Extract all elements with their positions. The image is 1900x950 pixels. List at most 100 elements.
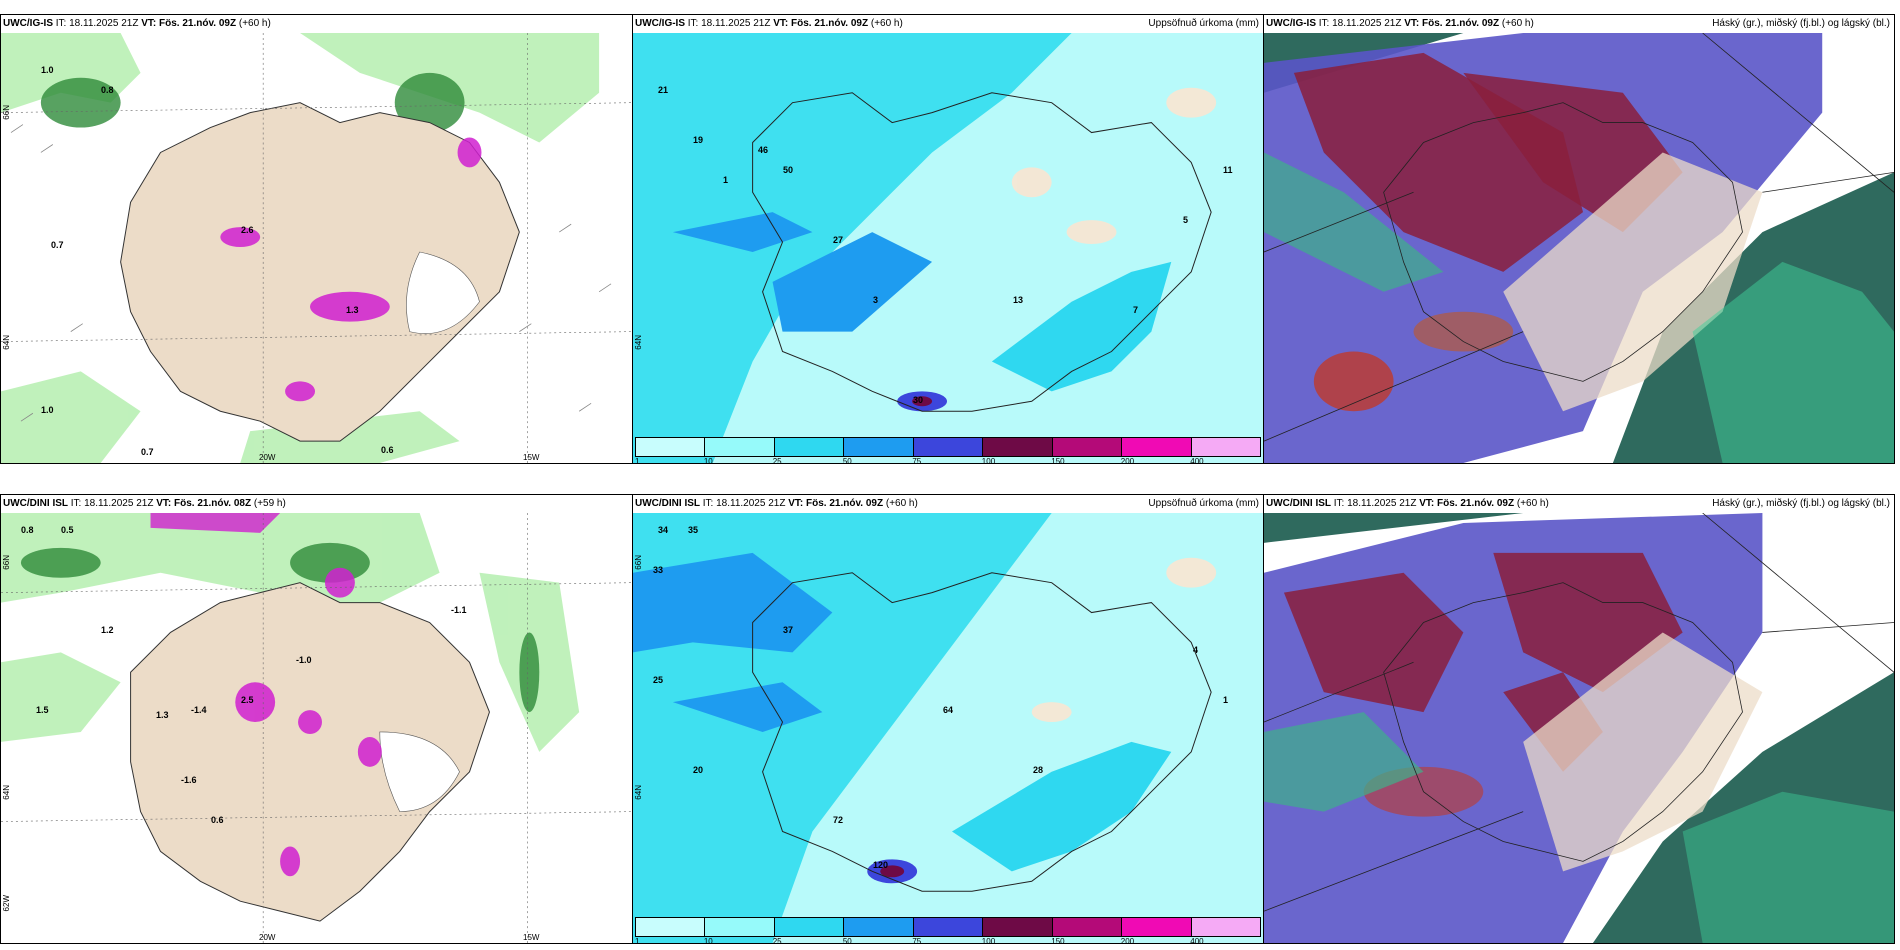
precip-colorbar: 1 10 25 50 75 100 150 200 400 — [635, 917, 1261, 944]
panel-header: UWC/IG-IS IT: 18.11.2025 21Z VT: Fös. 21… — [633, 15, 1263, 33]
colorbar-tick: 10 — [703, 457, 713, 464]
colorbar-swatch — [636, 438, 706, 456]
value-label: 0.8 — [21, 525, 34, 535]
precip-map — [633, 513, 1263, 943]
panel-header: UWC/IG-IS IT: 18.11.2025 21Z VT: Fös. 21… — [1, 15, 632, 33]
colorbar-tick: 25 — [772, 457, 782, 464]
wind-map — [1, 513, 632, 943]
value-label: 3 — [873, 295, 879, 305]
colorbar-tick: 400 — [1190, 457, 1204, 464]
colorbar-tick: 400 — [1190, 937, 1204, 944]
precip-colorbar: 1 10 25 50 75 100 150 200 400 — [635, 437, 1261, 464]
colorbar-tick: 200 — [1120, 937, 1135, 944]
value-label: 64 — [943, 705, 954, 715]
colorbar-swatch — [983, 438, 1053, 456]
colorbar-swatch — [1191, 918, 1260, 936]
colorbar-swatches — [635, 437, 1261, 457]
value-label: 1 — [723, 175, 729, 185]
colorbar-swatch — [913, 918, 984, 936]
value-label: 0.5 — [61, 525, 74, 535]
value-label: -1.0 — [296, 655, 312, 665]
value-label: 5 — [1183, 215, 1189, 225]
lat-label: 64N — [634, 785, 643, 800]
colorbar-tick: 150 — [1051, 457, 1065, 464]
panel-clouds-r2: UWC/DINI ISL IT: 18.11.2025 21Z VT: Fös.… — [1263, 494, 1895, 944]
value-label: 2.6 — [241, 225, 254, 235]
panel-precip-r1: UWC/IG-IS IT: 18.11.2025 21Z VT: Fös. 21… — [632, 14, 1264, 464]
colorbar-swatch — [1122, 438, 1192, 456]
value-label: 19 — [693, 135, 704, 145]
cloud-map — [1264, 513, 1894, 943]
lon-label: 20W — [259, 453, 276, 462]
value-label: 0.8 — [101, 85, 114, 95]
colorbar-swatch — [705, 918, 775, 936]
value-label: 20 — [693, 765, 704, 775]
colorbar-tick: 25 — [772, 937, 782, 944]
value-label: 11 — [1223, 165, 1233, 175]
value-label: 1.3 — [346, 305, 359, 315]
colorbar-swatch — [844, 438, 914, 456]
colorbar-swatch — [636, 918, 706, 936]
colorbar-tick: 50 — [842, 457, 852, 464]
value-label: 1.2 — [101, 625, 114, 635]
colorbar-swatch — [774, 918, 845, 936]
value-label: 28 — [1033, 765, 1044, 775]
lat-label: 66N — [2, 105, 11, 120]
panel-precip-r2: UWC/DINI ISL IT: 18.11.2025 21Z VT: Fös.… — [632, 494, 1264, 944]
value-label: 1.0 — [41, 405, 54, 415]
colorbar-swatch — [705, 438, 775, 456]
value-label: 1.0 — [41, 65, 54, 75]
colorbar-tick: 100 — [981, 457, 996, 464]
colorbar-swatch — [1052, 918, 1123, 936]
colorbar-tick: 100 — [981, 937, 996, 944]
lat-label: 66N — [2, 555, 11, 570]
colorbar-tick: 200 — [1120, 457, 1135, 464]
colorbar-swatch — [774, 438, 845, 456]
lat-label: 64N — [634, 335, 643, 350]
value-label: -1.1 — [451, 605, 467, 615]
value-label: 120 — [873, 860, 889, 870]
panel-header: UWC/DINI ISL IT: 18.11.2025 21Z VT: Fös.… — [633, 495, 1263, 513]
colorbar-tick: 75 — [912, 457, 922, 464]
precip-map — [633, 33, 1263, 463]
value-label: 0.6 — [381, 445, 394, 455]
colorbar-tick: 1 — [635, 457, 640, 464]
colorbar-tick: 10 — [703, 937, 713, 944]
value-label: 25 — [653, 675, 664, 685]
colorbar-tick: 75 — [912, 937, 922, 944]
value-label: 4 — [1193, 645, 1199, 655]
colorbar-swatch — [913, 438, 984, 456]
value-label: 0.7 — [141, 447, 154, 457]
colorbar-swatch — [1052, 438, 1123, 456]
value-label: 7 — [1133, 305, 1139, 315]
colorbar-ticks: 1 10 25 50 75 100 150 200 400 — [635, 937, 1261, 944]
value-label: 2.5 — [241, 695, 254, 705]
lon-label: 15W — [523, 933, 540, 942]
lat-label: 62W — [2, 895, 11, 912]
value-label: 30 — [913, 395, 924, 405]
value-label: 37 — [783, 625, 794, 635]
value-label: 0.7 — [51, 240, 64, 250]
lat-label: 64N — [2, 785, 11, 800]
lon-label: 15W — [523, 453, 540, 462]
colorbar-tick: 50 — [842, 937, 852, 944]
colorbar-swatch — [983, 918, 1053, 936]
cloud-map — [1264, 33, 1894, 463]
value-label: 1 — [1223, 695, 1229, 705]
value-label: 13 — [1013, 295, 1024, 305]
colorbar-swatches — [635, 917, 1261, 937]
value-label: 21 — [658, 85, 669, 95]
lat-label: 66N — [634, 555, 643, 570]
value-label: 0.6 — [211, 815, 224, 825]
value-label: 46 — [758, 145, 769, 155]
colorbar-swatch — [844, 918, 914, 936]
value-label: 33 — [653, 565, 664, 575]
lon-label: 20W — [259, 933, 276, 942]
value-label: 27 — [833, 235, 844, 245]
lat-label: 64N — [2, 335, 11, 350]
colorbar-swatch — [1122, 918, 1192, 936]
value-label: 35 — [688, 525, 699, 535]
wind-map — [1, 33, 632, 463]
colorbar-tick: 150 — [1051, 937, 1065, 944]
value-label: 50 — [783, 165, 794, 175]
